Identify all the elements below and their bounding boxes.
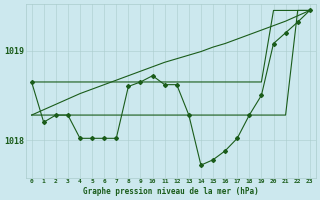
X-axis label: Graphe pression niveau de la mer (hPa): Graphe pression niveau de la mer (hPa) <box>83 187 259 196</box>
